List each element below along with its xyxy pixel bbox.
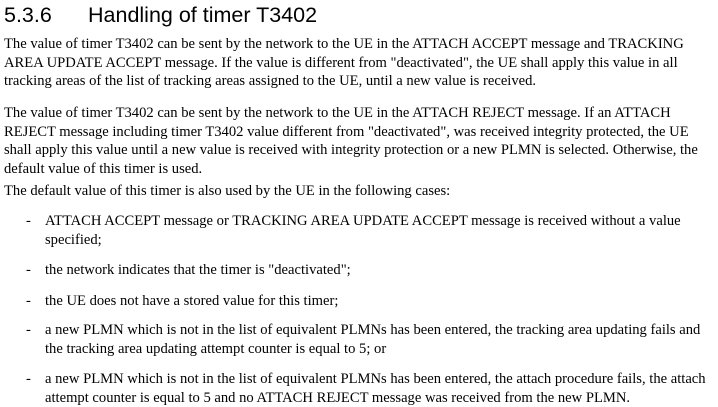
list-item-text: ATTACH ACCEPT message or TRACKING AREA U…	[45, 213, 681, 248]
list-item-text: a new PLMN which is not in the list of e…	[45, 371, 706, 406]
list-item-text: the UE does not have a stored value for …	[45, 293, 339, 309]
list-bullet: -	[26, 262, 31, 278]
section-number: 5.3.6	[4, 3, 52, 27]
list-bullet: -	[26, 213, 31, 229]
list-item-text: a new PLMN which is not in the list of e…	[45, 322, 701, 357]
list-item-text: the network indicates that the timer is …	[45, 262, 351, 278]
list-bullet: -	[26, 371, 31, 387]
paragraph-default-cases-intro: The default value of this timer is also …	[4, 183, 451, 199]
paragraph-timer-accept: The value of timer T3402 can be sent by …	[4, 36, 684, 89]
list-bullet: -	[26, 322, 31, 338]
section-title: Handling of timer T3402	[88, 3, 318, 27]
paragraph-timer-reject: The value of timer T3402 can be sent by …	[4, 105, 698, 177]
section-heading: 5.3.6 Handling of timer T3402	[4, 2, 317, 28]
list-bullet: -	[26, 293, 31, 309]
